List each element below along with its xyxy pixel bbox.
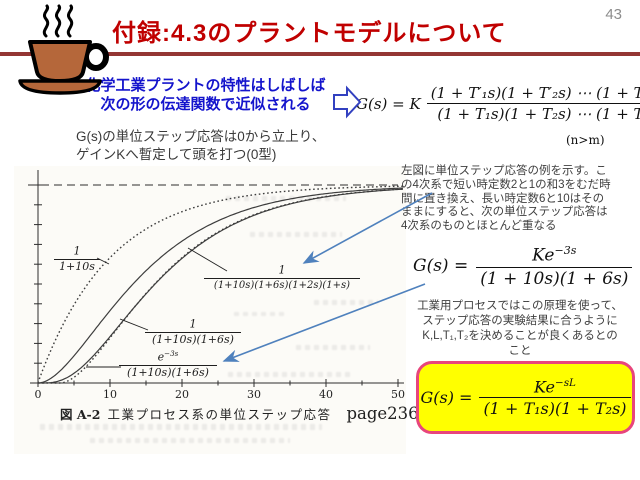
formula-lhs: G(s) =	[413, 256, 469, 277]
boxed-transfer-function-formula: G(s) = Ke−sL (1 + T₁s)(1 + T₂s)	[420, 377, 631, 418]
scan-noise	[250, 232, 342, 237]
description-line: 左図に単位ステップ応答の例を示す。こ	[401, 165, 607, 177]
scan-noise	[90, 438, 290, 443]
practice-line: ステップ応答の実験結果に合うように	[422, 315, 618, 327]
practice-note-text: 工業用プロセスではこの原理を使って、 ステップ応答の実験結果に合うように K,L…	[397, 299, 640, 359]
figure-page-reference: page236	[346, 404, 419, 423]
curve-label-first-order: 1 1+10s	[54, 242, 100, 273]
formula-fraction: (1 + T′₁s)(1 + T′₂s) ⋯ (1 + T′ₘs) (1 + T…	[426, 84, 640, 123]
intro-heading-line2: 次の形の伝達関数で近似される	[100, 96, 311, 113]
description-line: 4次系のものとほとんど重なる	[401, 220, 557, 233]
figure-caption: 図 A-2 工業プロセス系の単位ステップ応答 page236	[60, 404, 419, 423]
header-divider-line	[0, 52, 640, 56]
highlighted-model-box: G(s) = Ke−sL (1 + T₁s)(1 + T₂s)	[416, 361, 635, 434]
curve-label-delayed-second-order: e−3s (1+10s)(1+6s)	[119, 348, 217, 379]
approx-transfer-function-formula: G(s) = Ke−3s (1 + 10s)(1 + 6s)	[413, 244, 633, 289]
scan-noise	[228, 372, 350, 377]
page-title: 付録:4.3のプラントモデルについて	[112, 20, 507, 47]
intro-heading: 化学工業プラントの特性はしばしば 次の形の伝達関数で近似される	[58, 76, 353, 114]
figure-caption-text: 工業プロセス系の単位ステップ応答	[107, 407, 332, 422]
formula-denominator: (1 + T₁s)(1 + T₂s) ⋯ (1 + Tₙs)	[437, 105, 640, 123]
scan-noise	[234, 312, 286, 316]
curve-label-fourth-order: 1 (1+10s)(1+6s)(1+2s)(1+s)	[204, 261, 360, 292]
formula-fraction: Ke−sL (1 + T₁s)(1 + T₂s)	[479, 377, 631, 418]
formula-numerator: (1 + T′₁s)(1 + T′₂s) ⋯ (1 + T′ₘs)	[426, 84, 640, 104]
formula-lhs: G(s) =	[420, 387, 473, 407]
step-response-note-line1: G(s)の単位ステップ応答は0から立上り、	[76, 129, 326, 144]
curve-label-second-order: 1 (1+10s)(1+6s)	[145, 315, 241, 346]
step-response-note: G(s)の単位ステップ応答は0から立上り、 ゲインKへ暫定して頭を打つ(0型)	[76, 128, 325, 163]
description-text: 左図に単位ステップ応答の例を示す。こ の4次系で短い時定数2と1の和3をむだ時 …	[401, 165, 640, 234]
figure-caption-label: 図 A-2	[60, 407, 101, 422]
scan-noise	[314, 300, 378, 305]
practice-line: 工業用プロセスではこの原理を使って、	[417, 300, 623, 312]
intro-heading-line1: 化学工業プラントの特性はしばしば	[85, 77, 326, 94]
slide-page-number: 43	[605, 6, 622, 23]
practice-line: こと	[508, 345, 532, 357]
description-line: の4次系で短い時定数2と1の和3をむだ時	[401, 178, 611, 191]
scan-noise	[226, 196, 346, 201]
formula-fraction: Ke−3s (1 + 10s)(1 + 6s)	[476, 244, 633, 289]
scan-noise	[40, 424, 322, 430]
coffee-cup-icon	[6, 2, 110, 96]
practice-line: K,L,T₁,T₂を決めることが良くあるとの	[422, 330, 618, 342]
order-condition: (n>m)	[566, 133, 605, 147]
description-line: 間に置き換え、長い時定数6と10はその	[401, 192, 605, 205]
formula-lhs: G(s) = K	[356, 94, 421, 113]
description-line: ままにすると、次の単位ステップ応答は	[401, 206, 608, 219]
scan-noise	[296, 345, 370, 350]
general-transfer-function-formula: G(s) = K (1 + T′₁s)(1 + T′₂s) ⋯ (1 + T′ₘ…	[356, 84, 640, 123]
step-response-note-line2: ゲインKへ暫定して頭を打つ(0型)	[76, 146, 277, 162]
